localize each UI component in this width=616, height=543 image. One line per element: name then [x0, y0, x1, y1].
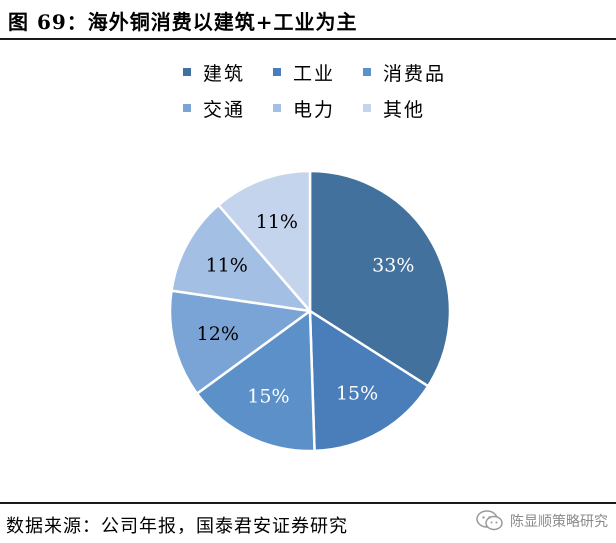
- title-bar: 图 69：海外铜消费以建筑+工业为主: [0, 0, 616, 40]
- footer-divider: [0, 502, 616, 504]
- pie-slice-5: [217, 169, 312, 313]
- legend-label-4: 电力: [293, 98, 336, 121]
- watermark-text: 陈显顺策略研究: [510, 514, 608, 530]
- legend-item-0: 建筑: [183, 60, 246, 85]
- legend-label-2: 消费品: [383, 62, 447, 85]
- legend-swatch-3: [183, 104, 191, 112]
- slice-label-2: 15%: [247, 385, 289, 407]
- legend-item-1: 工业: [273, 60, 336, 85]
- legend-swatch-4: [273, 104, 281, 112]
- slice-label-0: 33%: [372, 254, 414, 276]
- source-note: 数据来源：公司年报，国泰君安证券研究: [6, 516, 348, 537]
- pie-slice-4: [170, 203, 312, 313]
- legend-swatch-0: [183, 68, 191, 76]
- legend-item-5: 其他: [363, 96, 426, 121]
- slice-label-5: 11%: [256, 211, 298, 233]
- slice-label-4: 11%: [206, 254, 248, 276]
- watermark: 陈显顺策略研究: [476, 508, 608, 534]
- slice-label-3: 12%: [197, 323, 239, 345]
- pie-slice-2: [195, 309, 316, 453]
- legend-label-5: 其他: [383, 98, 426, 121]
- chart-title: 图 69：海外铜消费以建筑+工业为主: [8, 10, 358, 34]
- legend-swatch-5: [363, 104, 371, 112]
- pie-slice-3: [168, 289, 312, 395]
- legend-label-0: 建筑: [203, 62, 246, 85]
- chart-legend: 建筑 工业 消费品 交通 电力 其他: [0, 58, 616, 128]
- legend-item-2: 消费品: [363, 60, 447, 85]
- legend-swatch-2: [363, 68, 371, 76]
- wechat-icon: [476, 510, 503, 531]
- legend-swatch-1: [273, 68, 281, 76]
- legend-label-1: 工业: [293, 62, 336, 85]
- pie-slice-1: [308, 309, 430, 453]
- legend-label-3: 交通: [203, 98, 246, 121]
- legend-item-3: 交通: [183, 96, 246, 121]
- legend-item-4: 电力: [273, 96, 336, 121]
- slice-label-1: 15%: [336, 383, 378, 405]
